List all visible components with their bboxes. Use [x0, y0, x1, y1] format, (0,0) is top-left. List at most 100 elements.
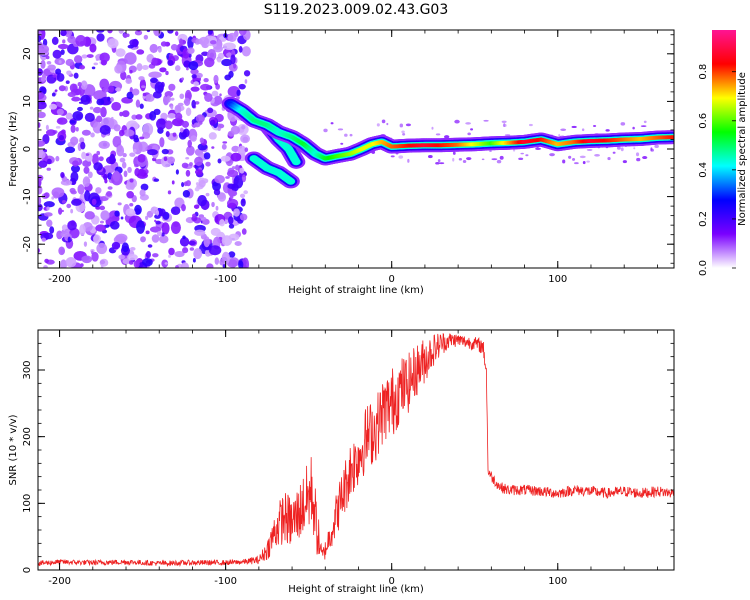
spectrogram-noise-blob [207, 30, 213, 35]
spectrogram-noise-blob [222, 263, 226, 268]
spectrogram-noise-blob [112, 135, 122, 148]
spectrogram-noise-blob [188, 60, 199, 71]
x-tick-label: 100 [548, 274, 567, 285]
spectrogram-noise-blob [70, 208, 74, 214]
spectrogram-noise-blob [155, 220, 161, 225]
spectrogram-noise-blob [191, 74, 197, 79]
spectrogram-noise-blob [38, 35, 42, 43]
spectrogram-noise-blob [79, 224, 86, 236]
spectrogram-noise-blob [104, 178, 108, 184]
spectrogram-speck [504, 134, 511, 137]
spectrogram-noise-blob [140, 183, 149, 191]
colorbar-tick-label: 0.6 [698, 113, 709, 129]
spectrogram-speck [582, 161, 586, 165]
spectrogram-noise-blob [122, 129, 135, 137]
spectrogram-noise-blob [215, 205, 219, 211]
spectrogram-noise-blob [58, 59, 62, 64]
spectrogram-noise-blob [159, 235, 169, 244]
spectrogram-noise-blob [195, 182, 200, 186]
spectrogram-noise-blob [102, 142, 108, 147]
spectrogram-noise-blob [135, 114, 143, 120]
spectrogram-x-axis-label: Height of straight line (km) [288, 285, 424, 296]
spectrogram-noise-blob [90, 132, 95, 138]
spectrogram-speck [431, 126, 434, 130]
spectrogram-speck [401, 130, 405, 134]
spectrogram-noise-blob [217, 192, 227, 202]
spectrogram-noise-blob [185, 107, 192, 117]
spectrogram-noise-blob [45, 55, 50, 60]
spectrogram-noise-blob [227, 216, 234, 225]
spectrogram-noise-blob [192, 213, 197, 218]
spectrogram-noise-blob [86, 54, 94, 58]
spectrogram-noise-blob [106, 156, 117, 165]
spectrogram-noise-blob [239, 213, 248, 221]
spectrogram-noise-blob [46, 158, 52, 165]
spectrogram-noise-blob [181, 182, 185, 188]
spectrogram-noise-blob [175, 169, 179, 175]
spectrogram-noise-blob [206, 263, 214, 268]
spectrogram-noise-blob [96, 150, 101, 156]
y-tick-label: -20 [22, 236, 33, 252]
spectrogram-speck [496, 159, 502, 164]
spectrogram-noise-blob [193, 248, 203, 260]
spectrogram-noise-blob [95, 187, 102, 194]
y-tick-label: 200 [22, 427, 33, 446]
spectrogram-noise-blob [234, 241, 242, 247]
spectrogram-noise-blob [183, 181, 188, 187]
spectrogram-noise-blob [244, 147, 249, 153]
spectrogram-noise-blob [189, 162, 193, 167]
spectrogram-noise-blob [79, 65, 86, 70]
spectrogram-noise-blob [73, 72, 79, 79]
spectrogram-speck [635, 152, 640, 157]
spectrogram-noise-blob [100, 210, 110, 221]
spectrogram-noise-blob [115, 48, 126, 57]
spectrogram-noise-blob [132, 149, 137, 153]
figure-title: S119.2023.009.02.43.G03 [264, 2, 449, 18]
spectrogram-noise-blob [153, 30, 162, 37]
spectrogram-speck [344, 133, 348, 137]
spectrogram-noise-blob [165, 70, 169, 76]
spectrogram-noise-blob [241, 174, 247, 183]
spectrogram-noise-blob [190, 135, 197, 142]
spectrogram-noise-blob [194, 169, 203, 175]
spectrogram-x-ticks: -200 -100 0 100 [48, 30, 658, 285]
spectrogram-noise-blob [236, 89, 241, 97]
spectrogram-noise-blob [99, 125, 111, 135]
spectrogram-noise-blob [141, 85, 146, 89]
spectrogram-noise-blob [168, 83, 176, 91]
spectrogram-noise-blob [82, 159, 92, 168]
snr-y-axis-label: SNR (10 * v/v) [8, 414, 19, 485]
spectrogram-noise-blob [44, 258, 49, 264]
spectrogram-speck [607, 156, 611, 161]
spectrogram-speck [452, 151, 456, 155]
spectrogram-noise-blob [187, 36, 194, 50]
spectrogram-noise-blob [67, 236, 71, 243]
spectrogram-speck [491, 158, 498, 161]
spectrogram-speck [444, 135, 450, 139]
spectrogram-speck [518, 157, 524, 161]
spectrogram-speck [640, 125, 647, 128]
spectrogram-noise-blob [185, 169, 191, 177]
spectrogram-noise-blob [107, 30, 113, 34]
spectrogram-noise-blob [109, 97, 114, 102]
spectrogram-noise-blob [151, 57, 158, 66]
spectrogram-noise-blob [81, 129, 91, 136]
spectrogram-noise-blob [230, 152, 242, 162]
spectrogram-noise-blob [229, 195, 234, 199]
y-tick-label: -10 [22, 188, 33, 204]
spectrogram-noise-blob [140, 236, 146, 243]
spectrogram-noise-blob [211, 90, 219, 97]
spectrogram-noise-blob [213, 45, 223, 53]
spectrogram-speck [381, 119, 386, 124]
spectrogram-noise-blob [240, 134, 251, 144]
spectrogram-noise-blob [174, 31, 179, 36]
spectrogram-noise-blob [156, 230, 162, 237]
spectrogram-noise-blob [71, 164, 81, 173]
spectrogram-noise-blob [85, 153, 90, 157]
spectrogram-noise-blob [99, 260, 106, 265]
colorbar: 0.0 0.2 0.4 0.6 0.8 Normalized spectral ampl… [698, 30, 748, 276]
spectrogram-speck [405, 123, 412, 127]
spectrogram-noise-blob [69, 83, 78, 93]
colorbar-label: Normalized spectral amplitude [737, 72, 748, 226]
spectrogram-noise-blob [241, 46, 251, 57]
